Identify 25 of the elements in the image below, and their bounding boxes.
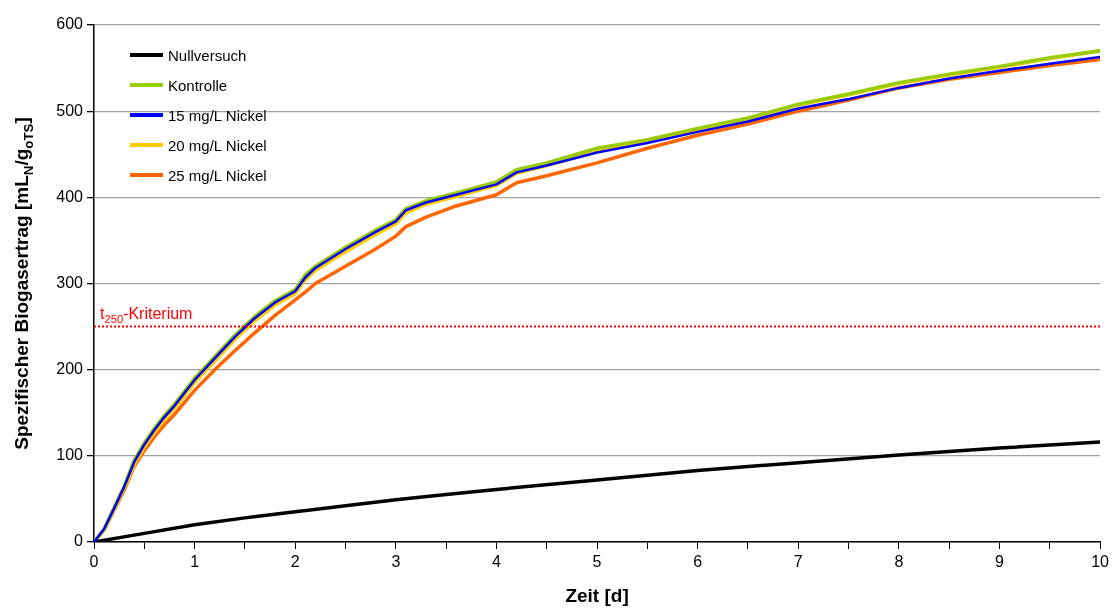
y-tick-label: 400 (56, 187, 84, 205)
x-tick-label: 9 (995, 553, 1005, 571)
x-tick-label: 6 (693, 553, 703, 571)
legend-label: 20 mg/L Nickel (168, 136, 267, 154)
x-tick-label: 3 (391, 553, 401, 571)
x-tick-label: 0 (89, 553, 99, 571)
legend-label: 25 mg/L Nickel (168, 166, 267, 184)
legend-label: 15 mg/L Nickel (168, 106, 267, 124)
legend-label: Kontrolle (168, 76, 228, 94)
x-tick-label: 8 (894, 553, 904, 571)
x-tick-label: 10 (1091, 553, 1110, 571)
y-axis-title: Spezifischer Biogasertrag [mLN/goTS] (11, 117, 36, 450)
y-tick-label: 0 (74, 532, 84, 550)
x-tick-label: 1 (190, 553, 200, 571)
x-tick-label: 5 (592, 553, 602, 571)
x-axis-title: Zeit [d] (565, 584, 629, 606)
x-tick-label: 4 (491, 553, 501, 571)
x-tick-label: 2 (290, 553, 300, 571)
y-tick-label: 500 (56, 101, 84, 119)
y-tick-label: 600 (56, 15, 84, 33)
y-tick-label: 100 (56, 446, 84, 464)
legend-label: Nullversuch (168, 46, 247, 64)
x-tick-label: 7 (793, 553, 803, 571)
y-tick-label: 200 (56, 360, 84, 378)
y-tick-label: 300 (56, 273, 84, 291)
